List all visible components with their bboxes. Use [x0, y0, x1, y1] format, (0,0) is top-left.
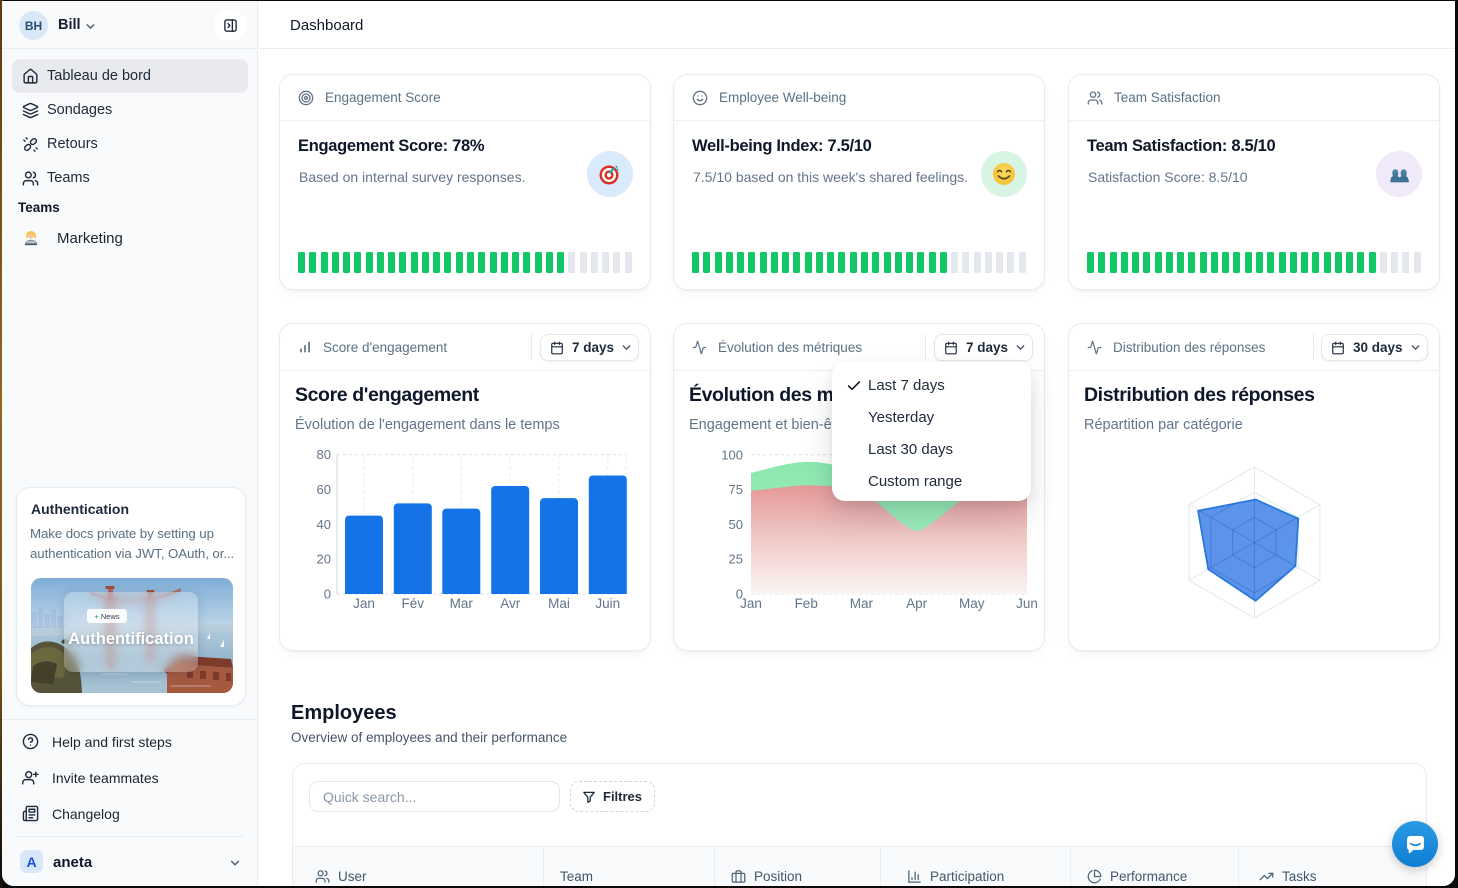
svg-text:Juin: Juin — [595, 596, 620, 611]
svg-text:Jan: Jan — [740, 596, 762, 611]
svg-text:0: 0 — [736, 587, 743, 602]
svg-text:Feb: Feb — [795, 596, 818, 611]
svg-text:May: May — [959, 596, 985, 611]
svg-text:Jan: Jan — [353, 596, 375, 611]
svg-text:60: 60 — [317, 482, 331, 497]
svg-text:50: 50 — [729, 517, 743, 532]
svg-text:80: 80 — [317, 447, 331, 462]
svg-text:Apr: Apr — [906, 596, 928, 611]
svg-text:Mai: Mai — [548, 596, 570, 611]
svg-text:Mar: Mar — [450, 596, 474, 611]
svg-text:Mar: Mar — [850, 596, 874, 611]
svg-text:20: 20 — [317, 552, 331, 567]
svg-text:Fév: Fév — [402, 596, 425, 611]
svg-text:100: 100 — [721, 447, 743, 462]
svg-text:25: 25 — [729, 552, 743, 567]
svg-text:Jun: Jun — [1016, 596, 1038, 611]
svg-text:75: 75 — [729, 482, 743, 497]
svg-text:40: 40 — [317, 517, 331, 532]
svg-text:Avr: Avr — [500, 596, 521, 611]
svg-text:0: 0 — [324, 587, 331, 602]
